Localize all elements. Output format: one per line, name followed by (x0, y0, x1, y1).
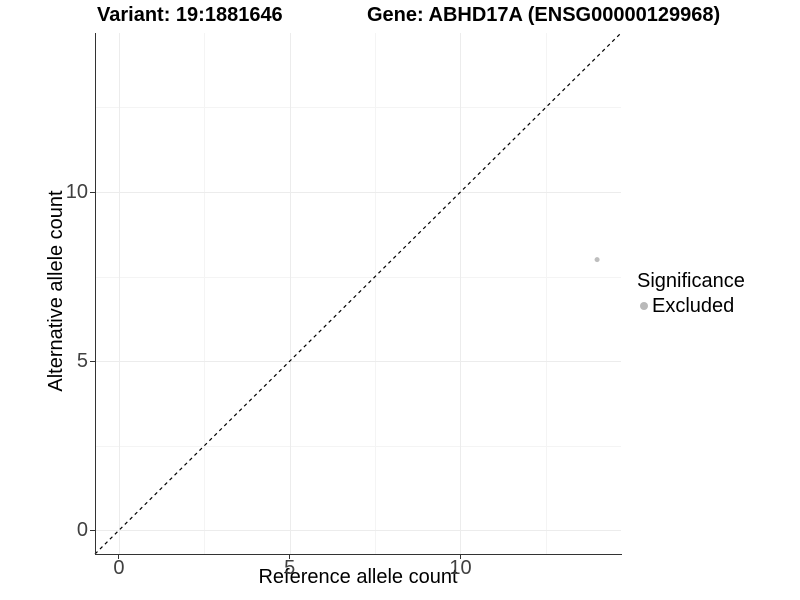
y-tick-mark (90, 529, 95, 531)
x-tick-mark (118, 554, 120, 559)
y-major-gridline (95, 530, 621, 532)
excluded-point-icon (639, 302, 648, 310)
legend: Significance Excluded (637, 269, 745, 318)
variant-title: Variant: 19:1881646 (97, 4, 283, 26)
x-tick-mark (289, 554, 291, 559)
plot-panel: 0 5 10 0 5 10 (66, 32, 622, 579)
x-minor-gridline (375, 33, 377, 554)
gene-title: Gene: ABHD17A (ENSG00000129968) (367, 4, 721, 26)
x-axis-title: Reference allele count (258, 566, 458, 588)
x-major-gridline (289, 33, 291, 554)
y-tick-mark (90, 360, 95, 362)
x-minor-gridline (204, 33, 206, 554)
x-axis-line (95, 554, 622, 555)
legend-title: Significance (637, 270, 745, 292)
y-axis-line (95, 33, 96, 555)
y-minor-gridline (95, 445, 621, 447)
identity-reference-line (94, 32, 622, 555)
y-major-gridline (95, 192, 621, 193)
x-tick-label: 10 (449, 557, 472, 579)
y-tick-label: 10 (65, 181, 88, 203)
y-tick-label: 0 (76, 519, 88, 542)
y-minor-gridline (95, 107, 621, 109)
legend-entry-excluded: Excluded (637, 294, 745, 318)
x-tick-label: 0 (113, 557, 125, 579)
y-tick-mark (90, 191, 95, 193)
x-tick-mark (459, 554, 461, 559)
plot-canvas (94, 32, 622, 555)
x-tick-label: 5 (284, 557, 296, 579)
x-major-gridline (460, 33, 462, 554)
y-tick-label: 5 (76, 350, 88, 373)
y-major-gridline (95, 361, 621, 363)
legend-entry-label: Excluded (652, 295, 735, 317)
x-minor-gridline (545, 33, 547, 554)
x-major-gridline (118, 33, 120, 554)
legend-key (637, 297, 650, 315)
y-minor-gridline (95, 276, 621, 278)
data-point-excluded (594, 257, 600, 263)
